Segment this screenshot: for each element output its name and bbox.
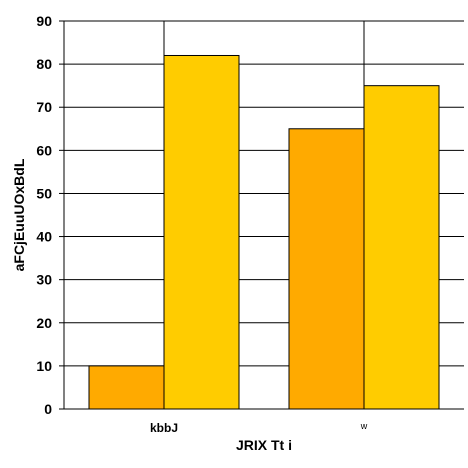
bar-kbbJ-series-1 (89, 366, 164, 409)
bar-w-series-2 (364, 86, 439, 409)
x-tick-label: w (360, 421, 368, 431)
y-tick-label: 50 (36, 185, 52, 201)
bars (89, 55, 439, 409)
bar-kbbJ-series-2 (164, 55, 239, 409)
y-axis-title: aFCjEuuUOxBdL (11, 158, 27, 271)
y-tick-label: 40 (36, 229, 52, 245)
bar-w-series-1 (289, 129, 364, 409)
y-tick-label: 60 (36, 142, 52, 158)
y-tick-label: 70 (36, 99, 52, 115)
x-tick-label: kbbJ (150, 421, 178, 435)
y-tick-label: 0 (44, 401, 52, 417)
y-tick-label: 20 (36, 315, 52, 331)
x-tick-labels: kbbJ w (150, 421, 368, 435)
x-axis-title: JRIX Tt i (236, 437, 292, 453)
y-tick-labels: 0 10 20 30 40 50 60 70 80 90 (36, 13, 52, 417)
y-tick-label: 90 (36, 13, 52, 29)
y-tick-label: 30 (36, 272, 52, 288)
y-tick-label: 10 (36, 358, 52, 374)
y-tick-label: 80 (36, 56, 52, 72)
